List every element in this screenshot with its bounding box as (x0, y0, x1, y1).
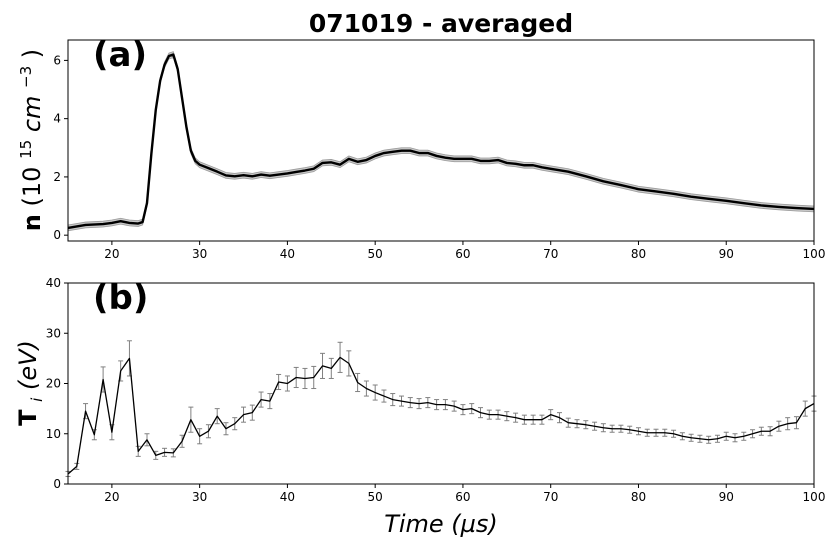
panel-b-xtick-label: 20 (104, 490, 119, 504)
panel-b-label: (b) (93, 278, 148, 318)
panel-b-ylabel-symbol: T (14, 409, 42, 426)
figure-title: 071019 - averaged (309, 9, 573, 38)
panel-b-xtick-label: 80 (631, 490, 646, 504)
panel-b-axes-frame (68, 283, 814, 484)
panel-a-plot-area: 20 30 40 50 60 70 80 90 100 0 2 4 6 (53, 40, 825, 261)
panel-b-ylabel-sub: i (28, 397, 46, 402)
panel-b-ylabel: T i (eV) (14, 340, 48, 426)
panel-b-xtick-label: 70 (543, 490, 558, 504)
panel-b-xtick-label: 30 (192, 490, 207, 504)
panel-a-ytick-label: 4 (53, 112, 61, 126)
panel-b-ytick-label: 30 (46, 326, 61, 340)
panel-a-xtick-label: 30 (192, 247, 207, 261)
panel-b-ylabel-rest: (eV) (14, 340, 42, 390)
panel-a-xtick-label: 20 (104, 247, 119, 261)
panel-a-xtick-label: 50 (368, 247, 383, 261)
panel-a-xtick-label: 40 (280, 247, 295, 261)
panel-a-xtick-label: 90 (719, 247, 734, 261)
panel-a-xtick-label: 60 (455, 247, 470, 261)
panel-a-ylabel-symbol: n (18, 214, 46, 231)
panel-a: 20 30 40 50 60 70 80 90 100 0 2 4 6 (a) n (10 15 cm … (9, 35, 825, 261)
panel-a-ylabel-paren: (10 (18, 167, 46, 207)
panel-b-ytick-label: 0 (53, 477, 61, 491)
panel-a-ytick-label: 0 (53, 228, 61, 242)
panel-a-ylabel-exp2: −3 (17, 66, 35, 88)
x-axis-label: Time (µs) (384, 510, 498, 538)
panel-a-label: (a) (93, 35, 147, 75)
panel-b-ytick-label: 10 (46, 427, 61, 441)
panel-b-xtick-label: 40 (280, 490, 295, 504)
panel-a-xtick-label: 100 (803, 247, 826, 261)
panel-b-plot-area: 20 30 40 50 60 70 80 90 100 0 10 20 30 40 (46, 276, 826, 504)
panel-b-series-line (68, 357, 814, 474)
panel-a-ylabel-unit: cm (18, 96, 46, 133)
panel-b-ytick-label: 20 (46, 377, 61, 391)
panel-b-xtick-label: 90 (719, 490, 734, 504)
panel-b-xtick-label: 100 (803, 490, 826, 504)
panel-a-axes-frame (68, 40, 814, 241)
panel-a-ytick-label: 2 (53, 170, 61, 184)
panel-a-ylabel-exp: 15 (17, 140, 35, 159)
panel-a-ylabel: n (10 15 cm −3 ) (9, 49, 46, 231)
panel-b-xtick-label: 60 (455, 490, 470, 504)
panel-a-xtick-label: 80 (631, 247, 646, 261)
panel-a-series-line (68, 55, 814, 228)
panel-a-ytick-label: 6 (53, 53, 61, 67)
panel-b-xtick-label: 50 (368, 490, 383, 504)
panel-a-xtick-label: 70 (543, 247, 558, 261)
panel-a-ylabel-close: ) (18, 49, 46, 58)
panel-b-ytick-label: 40 (46, 276, 61, 290)
panel-b: 20 30 40 50 60 70 80 90 100 0 10 20 30 40 (b) T i (eV… (14, 276, 825, 538)
